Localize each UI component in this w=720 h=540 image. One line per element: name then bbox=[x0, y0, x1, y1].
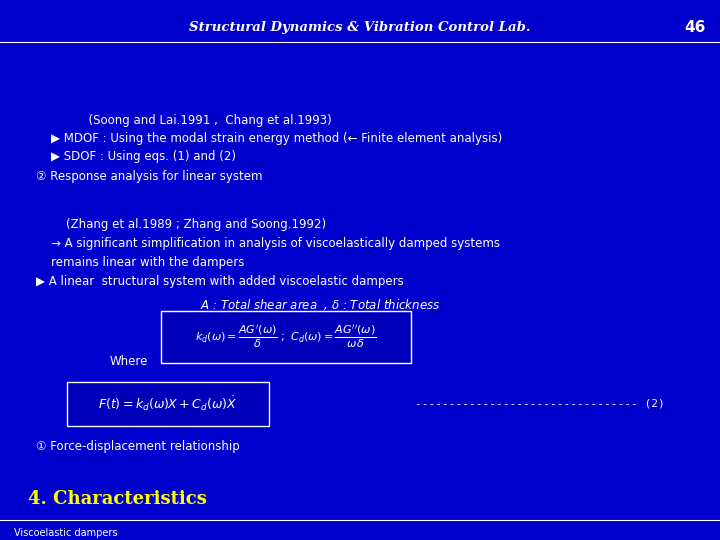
Text: --------------------------------- (2): --------------------------------- (2) bbox=[415, 399, 665, 409]
Text: $A$ : Total shear area  , $\delta$ : Total thickness: $A$ : Total shear area , $\delta$ : Tota… bbox=[200, 297, 440, 312]
FancyBboxPatch shape bbox=[161, 311, 411, 363]
Text: Structural Dynamics & Vibration Control Lab.: Structural Dynamics & Vibration Control … bbox=[189, 22, 531, 35]
Text: (Soong and Lai.1991 ,  Chang et al.1993): (Soong and Lai.1991 , Chang et al.1993) bbox=[36, 114, 332, 127]
FancyBboxPatch shape bbox=[67, 382, 269, 426]
Text: (Zhang et al.1989 ; Zhang and Soong.1992): (Zhang et al.1989 ; Zhang and Soong.1992… bbox=[36, 218, 326, 231]
Text: Where: Where bbox=[110, 355, 148, 368]
Text: ▶ A linear  structural system with added viscoelastic dampers: ▶ A linear structural system with added … bbox=[36, 275, 404, 288]
Text: ② Response analysis for linear system: ② Response analysis for linear system bbox=[36, 170, 263, 183]
Text: Viscoelastic dampers: Viscoelastic dampers bbox=[14, 528, 117, 538]
Text: ▶ MDOF : Using the modal strain energy method (← Finite element analysis): ▶ MDOF : Using the modal strain energy m… bbox=[36, 132, 503, 145]
Text: $F(t) = k_d(\omega)X + C_d(\omega)\dot{X}$: $F(t) = k_d(\omega)X + C_d(\omega)\dot{X… bbox=[98, 395, 238, 413]
Text: $k_d(\omega) = \dfrac{AG^{\prime}(\omega)}{\delta}\ ;\ C_d(\omega) = \dfrac{AG^{: $k_d(\omega) = \dfrac{AG^{\prime}(\omega… bbox=[195, 324, 377, 350]
Text: → A significant simplification in analysis of viscoelastically damped systems: → A significant simplification in analys… bbox=[36, 237, 500, 250]
Text: 46: 46 bbox=[684, 21, 706, 36]
Text: ① Force-displacement relationship: ① Force-displacement relationship bbox=[36, 440, 240, 453]
Text: remains linear with the dampers: remains linear with the dampers bbox=[36, 256, 244, 269]
Text: ▶ SDOF : Using eqs. (1) and (2): ▶ SDOF : Using eqs. (1) and (2) bbox=[36, 150, 236, 163]
Text: 4. Characteristics: 4. Characteristics bbox=[28, 490, 207, 508]
